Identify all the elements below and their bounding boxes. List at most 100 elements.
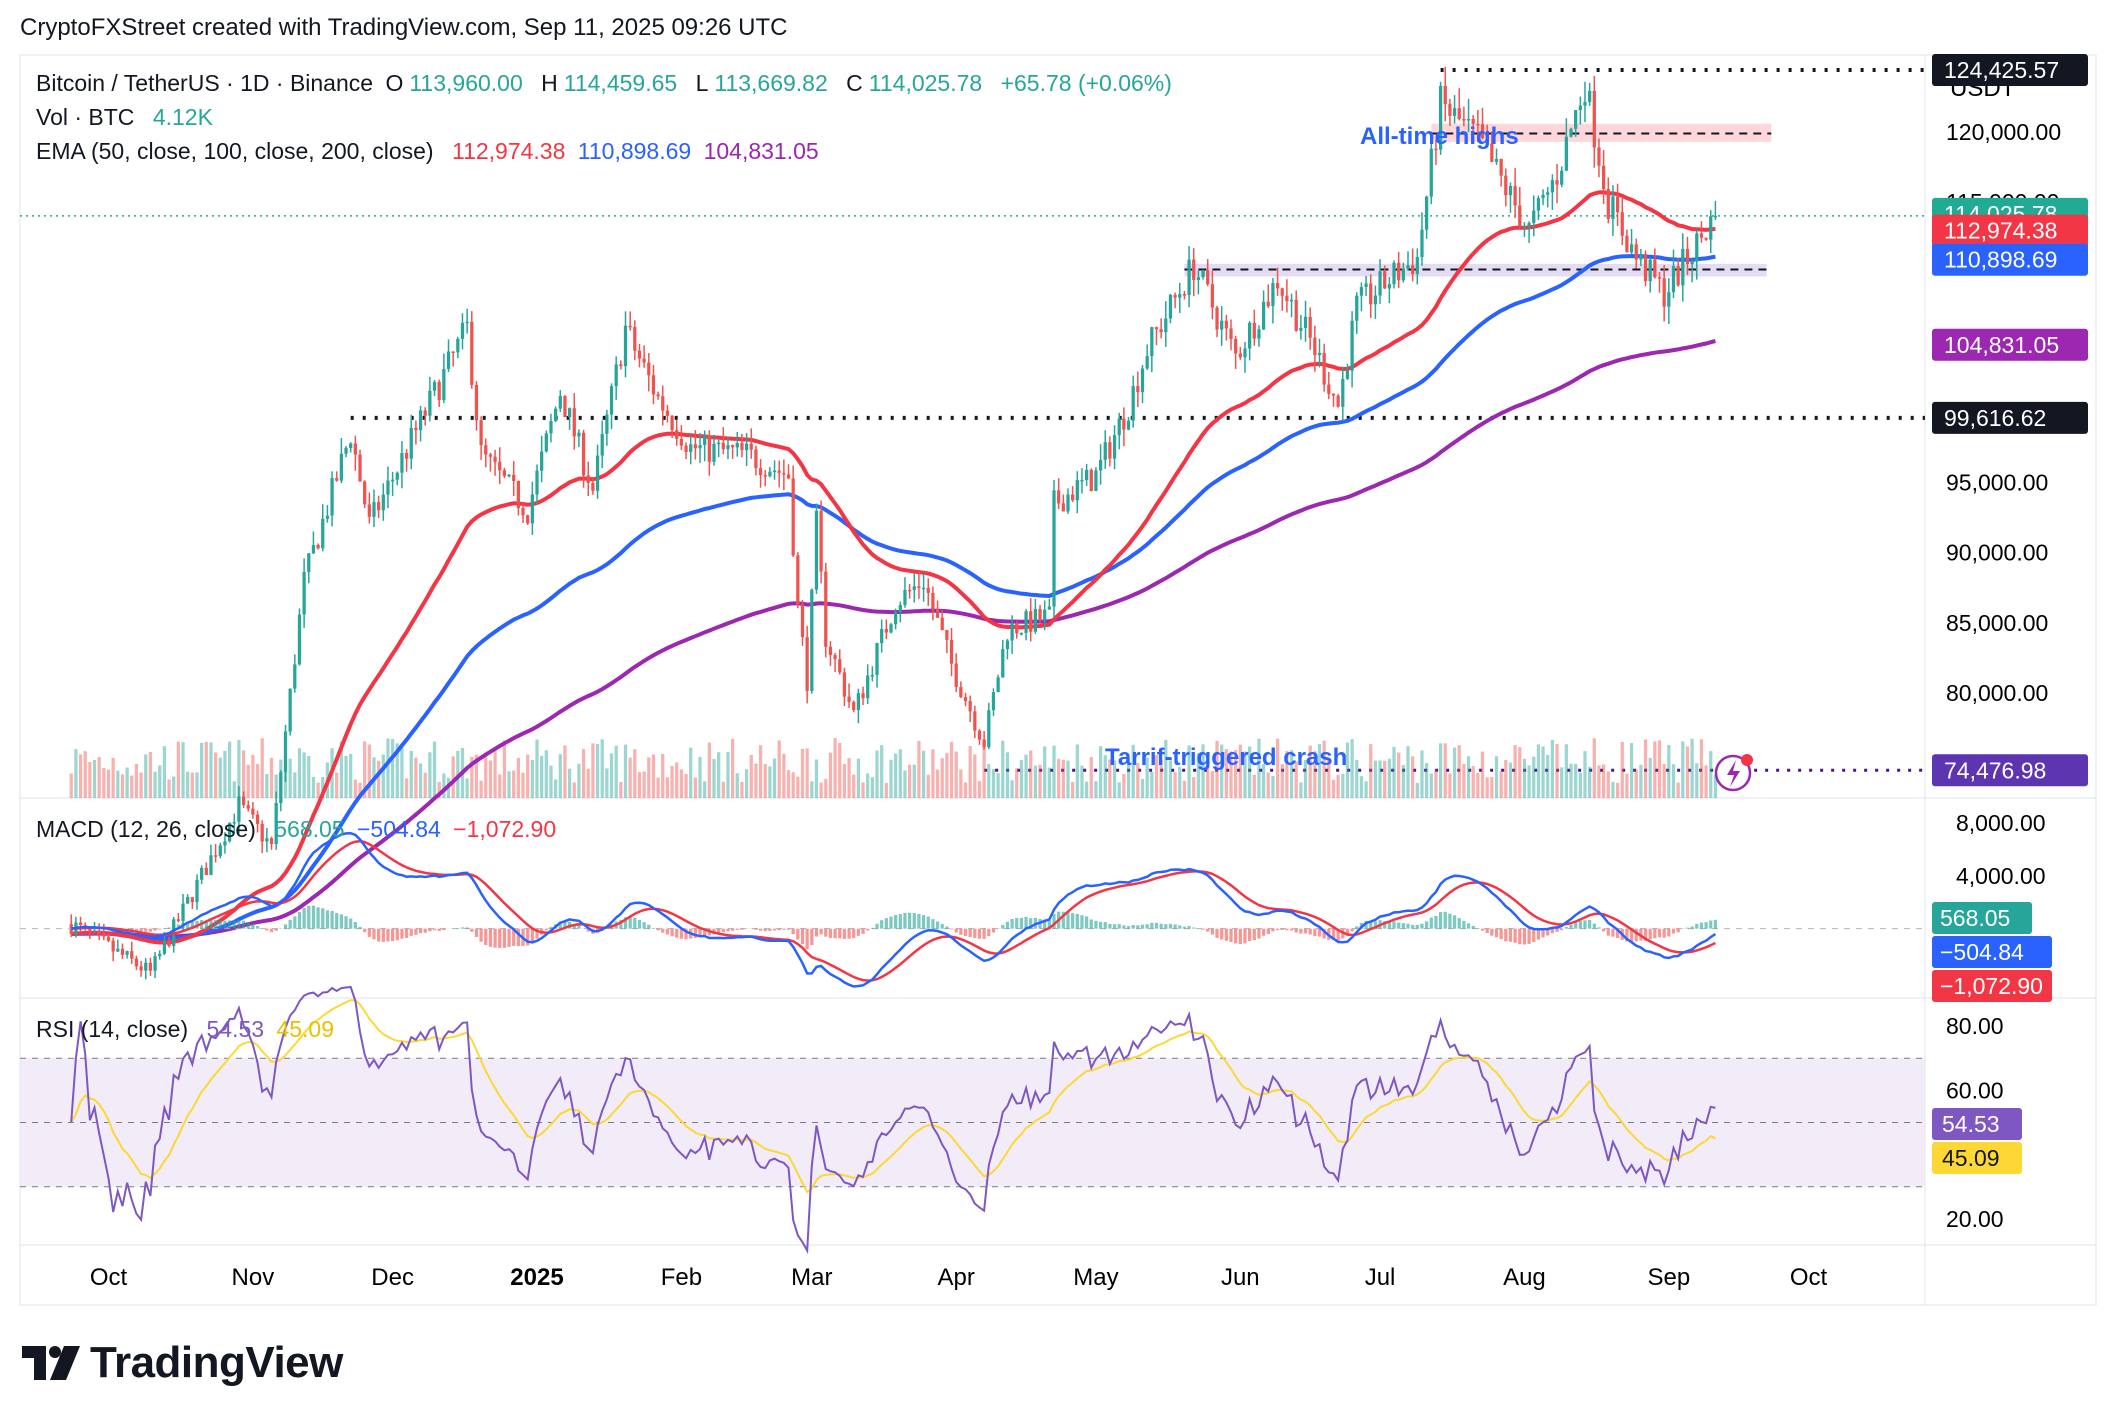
price-label-text: 124,425.57 xyxy=(1944,57,2059,83)
macd-hist-bar xyxy=(400,928,404,939)
volume-bar xyxy=(1098,746,1103,798)
candle-body xyxy=(945,630,949,640)
volume-bar xyxy=(1108,759,1112,798)
candle-body xyxy=(148,962,153,971)
candle xyxy=(130,941,134,964)
candle-body xyxy=(479,420,483,446)
candle-body xyxy=(1261,301,1266,330)
candle xyxy=(139,960,143,977)
candle xyxy=(642,345,646,368)
candle xyxy=(707,430,711,476)
volume-bar xyxy=(810,781,814,798)
candle xyxy=(977,729,982,745)
candle xyxy=(428,376,432,422)
candle-body xyxy=(428,390,432,416)
macd-hist-bar xyxy=(153,928,157,931)
macd-hist-bar xyxy=(1350,928,1354,932)
candle xyxy=(651,364,656,405)
candle-body xyxy=(726,445,730,450)
candle-body xyxy=(554,408,558,422)
candle-body xyxy=(619,364,623,367)
macd-hist-bar xyxy=(1164,924,1168,929)
candle xyxy=(796,552,800,609)
volume-bar xyxy=(307,755,311,798)
candle-body xyxy=(665,410,670,416)
tradingview-logo[interactable]: TradingView xyxy=(22,1338,343,1388)
candle-body xyxy=(1574,110,1578,129)
candle xyxy=(1592,76,1596,168)
candle xyxy=(102,923,106,941)
candle xyxy=(628,311,632,331)
macd-hist-bar xyxy=(367,928,371,937)
volume-bar xyxy=(1350,739,1354,798)
volume-bar xyxy=(544,750,548,798)
volume-bar xyxy=(968,746,972,798)
volume-bar xyxy=(1438,743,1443,798)
candle xyxy=(1643,250,1648,287)
candle xyxy=(335,471,339,482)
candle xyxy=(814,503,819,594)
volume-bar xyxy=(1411,756,1415,798)
volume-bar xyxy=(1117,782,1121,798)
rsi-label[interactable]: RSI (14, close) xyxy=(36,1016,189,1042)
candle-body xyxy=(363,481,367,505)
candle xyxy=(917,571,921,599)
candle xyxy=(106,933,111,943)
candle-body xyxy=(404,452,409,459)
candle-body xyxy=(810,589,814,691)
macd-hist-bar xyxy=(269,928,274,933)
macd-hist-bar xyxy=(1373,921,1378,929)
candle-body xyxy=(1648,259,1652,282)
candle xyxy=(833,652,837,673)
candle xyxy=(912,573,916,603)
candle-body xyxy=(484,445,488,455)
candle-body xyxy=(344,447,348,454)
candle xyxy=(1248,321,1252,361)
candle xyxy=(344,445,348,458)
macd-hist-bar xyxy=(344,916,348,929)
symbol-name[interactable]: Bitcoin / TetherUS · 1D · Binance xyxy=(36,70,374,96)
volume-bar xyxy=(782,753,786,798)
candle xyxy=(1601,150,1606,204)
volume-bar xyxy=(1038,764,1042,798)
macd-hist-bar xyxy=(679,928,684,939)
candle-body xyxy=(1015,623,1019,634)
volume-bar xyxy=(1112,760,1117,798)
candle-body xyxy=(1411,265,1415,274)
ema-header: EMA (50, close, 100, close, 200, close) … xyxy=(36,138,825,165)
volume-bar xyxy=(349,753,353,798)
macd-hist-bar xyxy=(442,928,446,931)
macd-hist-bar xyxy=(907,912,912,929)
macd-hist-bar xyxy=(1532,928,1536,943)
candle-body xyxy=(1275,283,1280,289)
candle-body xyxy=(1415,257,1419,274)
levels-layer xyxy=(20,68,1925,772)
macd-hist-bar xyxy=(973,928,977,939)
candle-body xyxy=(633,327,637,351)
candle xyxy=(381,483,385,521)
candle-body xyxy=(1560,170,1564,185)
volume-label[interactable]: Vol · BTC xyxy=(36,104,135,130)
candle-body xyxy=(88,926,92,932)
macd-hist-bar xyxy=(1611,928,1615,937)
macd-hist-bar xyxy=(1266,928,1270,934)
candle-body xyxy=(954,663,958,687)
candle xyxy=(1685,236,1690,276)
volume-bar xyxy=(549,765,553,798)
candle xyxy=(1369,274,1373,318)
macd-hist-bar xyxy=(1713,919,1718,929)
macd-label[interactable]: MACD (12, 26, close) xyxy=(36,816,256,842)
candle xyxy=(293,654,297,693)
volume-bar xyxy=(609,753,614,798)
candle-body xyxy=(442,368,446,401)
ema-label[interactable]: EMA (50, close, 100, close, 200, close) xyxy=(36,138,434,164)
volume-bar xyxy=(656,777,660,798)
volume-bar xyxy=(1434,770,1438,798)
candle-body xyxy=(1643,254,1648,282)
macd-hist-bar xyxy=(1029,918,1033,929)
macd-hist-bar xyxy=(1615,928,1620,939)
candle xyxy=(987,702,991,750)
volume-bar xyxy=(637,771,642,798)
macd-hist-bar xyxy=(330,910,334,929)
